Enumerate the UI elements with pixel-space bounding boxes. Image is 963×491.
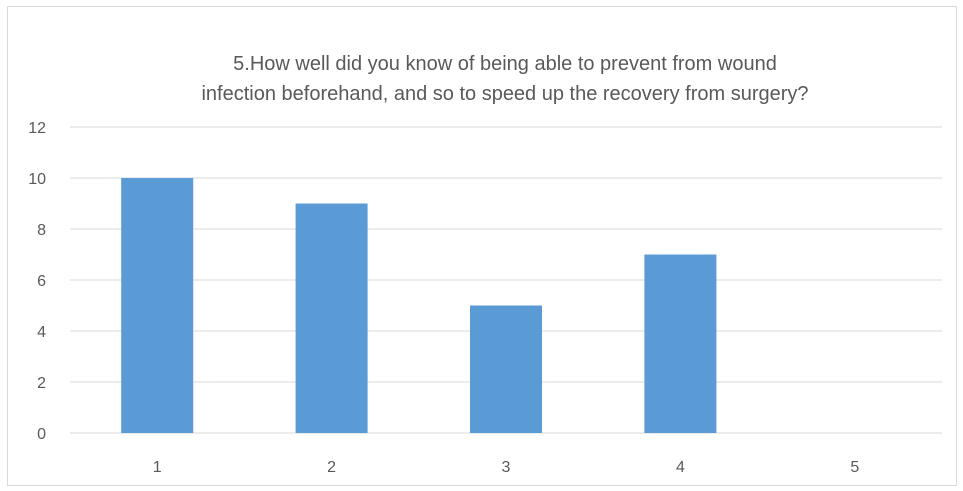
y-tick-label: 12 (28, 120, 46, 137)
x-tick-label: 3 (502, 459, 511, 476)
y-tick-label: 2 (37, 375, 46, 392)
bar-3 (470, 305, 542, 433)
chart-title-line-2: infection beforehand, and so to speed up… (201, 83, 808, 105)
bar-4 (644, 254, 717, 433)
x-tick-label: 1 (153, 459, 162, 476)
bar-2 (295, 203, 368, 433)
x-tick-label: 4 (676, 459, 685, 476)
chart-title-line-1: 5.How well did you know of being able to… (233, 53, 777, 75)
bars (121, 178, 717, 433)
x-axis-ticks: 1 2 3 4 5 (153, 459, 860, 476)
x-tick-label: 2 (327, 459, 336, 476)
y-tick-label: 8 (37, 222, 46, 239)
gridlines (70, 126, 942, 434)
y-tick-label: 6 (37, 273, 46, 290)
y-axis-ticks: 0 2 4 6 8 10 12 (28, 120, 46, 443)
bar-1 (121, 178, 194, 433)
y-tick-label: 10 (28, 171, 46, 188)
x-tick-label: 5 (850, 459, 859, 476)
y-tick-label: 4 (37, 324, 46, 341)
y-tick-label: 0 (37, 426, 46, 443)
